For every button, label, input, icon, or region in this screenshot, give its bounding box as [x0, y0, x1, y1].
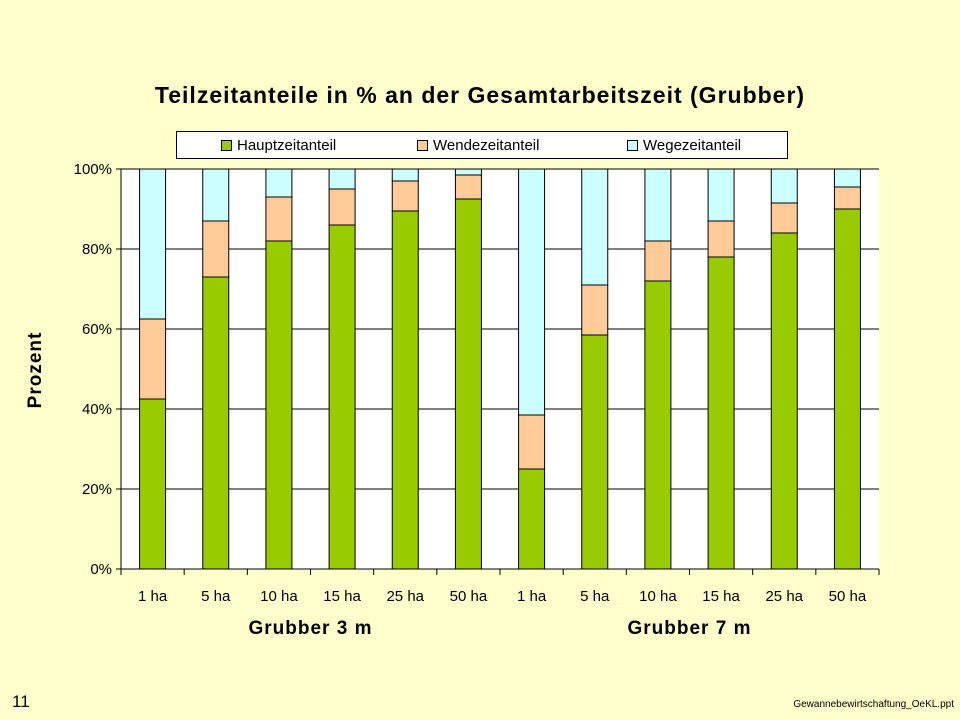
bar-hauptzeit-11 — [833, 208, 861, 570]
bar-wendezeit-10 — [770, 202, 798, 234]
legend: Hauptzeitanteil Wendezeitanteil Wegezeit… — [176, 131, 788, 159]
bar-wegezeit-0 — [139, 168, 167, 320]
bar-wegezeit-9 — [707, 168, 735, 222]
legend-label-hauptzeitanteil: Hauptzeitanteil — [237, 136, 337, 154]
bar-hauptzeit-3 — [328, 224, 356, 570]
y-tick-label-4: 80% — [82, 241, 112, 258]
page-number: 11 — [12, 692, 30, 711]
bar-hauptzeit-5 — [454, 198, 482, 570]
legend-item-wegezeitanteil: Wegezeitanteil — [627, 136, 742, 154]
bar-hauptzeit-2 — [265, 240, 293, 570]
x-tick-label-1: 5 ha — [201, 588, 231, 605]
bar-wegezeit-10 — [770, 168, 798, 204]
bar-wendezeit-9 — [707, 220, 735, 258]
bar-wendezeit-5 — [454, 174, 482, 200]
bar-wegezeit-7 — [581, 168, 609, 286]
x-tick-label-9: 15 ha — [702, 588, 740, 605]
group-label-1: Grubber 7 m — [628, 618, 752, 639]
bar-wegezeit-11 — [833, 168, 861, 188]
bar-wendezeit-6 — [518, 414, 546, 470]
bar-wendezeit-11 — [833, 186, 861, 210]
legend-swatch-wendezeitanteil — [417, 139, 428, 151]
group-label-0: Grubber 3 m — [249, 618, 373, 639]
x-tick-label-6: 1 ha — [517, 588, 547, 605]
y-tick-label-2: 40% — [82, 401, 112, 418]
plot-area — [121, 169, 879, 569]
legend-item-wendezeitanteil: Wendezeitanteil — [417, 136, 540, 154]
x-tick-label-5: 50 ha — [450, 588, 488, 605]
legend-label-wegezeitanteil: Wegezeitanteil — [643, 136, 742, 154]
bar-hauptzeit-4 — [391, 210, 419, 570]
x-tick-label-8: 10 ha — [639, 588, 677, 605]
bar-wegezeit-5 — [454, 168, 482, 176]
y-tick-label-3: 60% — [82, 321, 112, 338]
bar-wegezeit-6 — [518, 168, 546, 416]
y-tick-label-0: 0% — [90, 561, 112, 578]
bar-wendezeit-7 — [581, 284, 609, 336]
x-tick-label-10: 25 ha — [765, 588, 803, 605]
bar-wendezeit-4 — [391, 180, 419, 212]
x-tick-label-7: 5 ha — [580, 588, 610, 605]
bar-wendezeit-1 — [202, 220, 230, 278]
bar-wegezeit-1 — [202, 168, 230, 222]
legend-swatch-hauptzeitanteil — [221, 139, 232, 151]
bar-hauptzeit-10 — [770, 232, 798, 570]
chart-title: Teilzeitanteile in % an der Gesamtarbeit… — [154, 82, 806, 108]
bar-wegezeit-2 — [265, 168, 293, 198]
bar-hauptzeit-1 — [202, 276, 230, 570]
bar-wendezeit-8 — [644, 240, 672, 282]
y-tick-label-1: 20% — [82, 481, 112, 498]
x-tick-label-11: 50 ha — [829, 588, 867, 605]
bar-wendezeit-0 — [139, 318, 167, 400]
legend-item-hauptzeitanteil: Hauptzeitanteil — [221, 136, 337, 154]
bar-hauptzeit-6 — [518, 468, 546, 570]
bar-wegezeit-4 — [391, 168, 419, 182]
y-tick-label-5: 100% — [74, 161, 112, 178]
x-tick-label-2: 10 ha — [260, 588, 298, 605]
legend-swatch-wegezeitanteil — [627, 139, 638, 151]
bar-wendezeit-2 — [265, 196, 293, 242]
x-tick-label-3: 15 ha — [323, 588, 361, 605]
file-name: Gewannebewirtschaftung_OeKL.ppt — [793, 699, 954, 710]
bar-hauptzeit-8 — [644, 280, 672, 570]
bar-hauptzeit-0 — [139, 398, 167, 570]
x-tick-label-4: 25 ha — [386, 588, 424, 605]
bar-hauptzeit-7 — [581, 334, 609, 570]
bar-wegezeit-3 — [328, 168, 356, 190]
legend-label-wendezeitanteil: Wendezeitanteil — [433, 136, 540, 154]
bar-wendezeit-3 — [328, 188, 356, 226]
bar-hauptzeit-9 — [707, 256, 735, 570]
x-tick-label-0: 1 ha — [138, 588, 168, 605]
bar-wegezeit-8 — [644, 168, 672, 242]
